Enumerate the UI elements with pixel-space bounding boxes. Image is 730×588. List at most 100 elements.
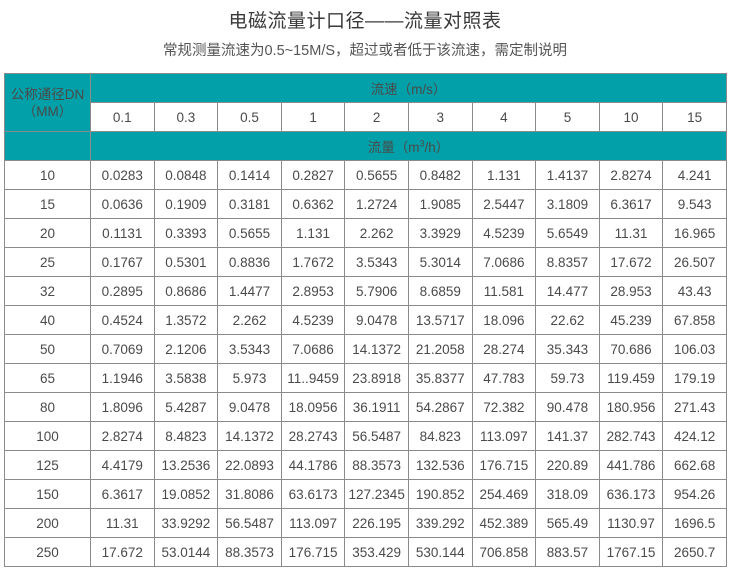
table-row: 25 0.1767 0.5301 0.8836 1.7672 3.5343 5.3014 7.…: [4, 247, 727, 277]
flow-value-cell: 88.3573: [217, 537, 282, 567]
dn-value-cell: 10: [4, 160, 91, 190]
table-row: 65 1.1946 3.5838 5.973 11..9459 23.8918 35.837…: [4, 363, 727, 393]
dn-header-line2: （MM）: [22, 103, 73, 119]
flow-value-cell: 0.5655: [344, 160, 409, 190]
table-row: 50 0.7069 2.1206 3.5343 7.0686 14.1372 21.2058…: [4, 334, 727, 364]
flow-value-cell: 5.6549: [535, 218, 600, 248]
flow-value-cell: 18.0956: [280, 392, 346, 422]
flow-value-cell: 271.43: [662, 392, 727, 422]
flow-value-cell: 1.9085: [407, 189, 473, 219]
flow-value-cell: 2.8274: [90, 421, 155, 451]
flow-value-cell: 0.0848: [153, 160, 219, 190]
flow-row-spacer: [4, 131, 91, 161]
table-row: 80 1.8096 5.4287 9.0478 18.0956 36.1911 54.286…: [4, 392, 727, 422]
flow-value-cell: 35.8377: [407, 363, 473, 393]
flow-value-cell: 424.12: [662, 421, 727, 451]
flow-value-cell: 452.389: [471, 508, 537, 538]
flow-value-cell: 63.6173: [280, 479, 346, 509]
flow-value-cell: 1696.5: [662, 508, 727, 538]
flow-value-cell: 9.0478: [217, 392, 282, 422]
dn-value-cell: 32: [4, 276, 91, 306]
flow-group-row: 流量（m3/h）: [4, 131, 727, 161]
dn-value-cell: 25: [4, 247, 91, 277]
flow-value-cell: 226.195: [344, 508, 409, 538]
flow-value-cell: 1.7672: [280, 247, 346, 277]
flow-value-cell: 0.5301: [153, 247, 219, 277]
flow-value-cell: 4.5239: [280, 305, 346, 335]
flow-value-cell: 0.5655: [217, 218, 282, 248]
flow-value-cell: 11.31: [598, 218, 664, 248]
flow-value-cell: 127.2345: [344, 479, 409, 509]
flow-value-cell: 0.2827: [280, 160, 346, 190]
flow-value-cell: 17.672: [90, 537, 155, 567]
flow-value-cell: 5.4287: [153, 392, 219, 422]
flow-value-cell: 0.6362: [280, 189, 346, 219]
flow-value-cell: 16.965: [662, 218, 727, 248]
flow-value-cell: 56.5487: [217, 508, 282, 538]
flow-value-cell: 282.743: [598, 421, 664, 451]
table-row: 250 17.672 53.0144 88.3573 176.715 353.429 530…: [4, 537, 727, 567]
flow-value-cell: 53.0144: [153, 537, 219, 567]
flow-value-cell: 14.1372: [217, 421, 282, 451]
flow-value-cell: 3.5343: [217, 334, 282, 364]
flow-value-cell: 2.5447: [471, 189, 537, 219]
flow-value-cell: 28.274: [471, 334, 537, 364]
flow-value-cell: 190.852: [407, 479, 473, 509]
flow-value-cell: 8.4823: [153, 421, 219, 451]
flow-value-cell: 21.2058: [407, 334, 473, 364]
flow-value-cell: 0.8836: [217, 247, 282, 277]
table-row: 15 0.0636 0.1909 0.3181 0.6362 1.2724 1.9085 2.…: [4, 189, 727, 219]
flow-value-cell: 113.097: [280, 508, 346, 538]
table-row: 10 0.0283 0.0848 0.1414 0.2827 0.5655 0.8482 1.…: [4, 160, 727, 190]
dn-value-cell: 80: [4, 392, 91, 422]
flow-value-cell: 132.536: [407, 450, 473, 480]
flow-value-cell: 18.096: [471, 305, 537, 335]
flow-value-cell: 0.7069: [90, 334, 155, 364]
dn-value-cell: 20: [4, 218, 91, 248]
velocity-columns-row: 0.1 0.3 0.5 1 2 3 4 5 10 15: [5, 102, 727, 132]
dn-header-line1: 公称通径DN: [10, 86, 85, 102]
flow-value-cell: 180.956: [598, 392, 664, 422]
velocity-column-header: 0.3: [153, 102, 219, 132]
flow-value-cell: 883.57: [535, 537, 600, 567]
flow-value-cell: 0.3181: [217, 189, 282, 219]
flow-label-suffix: /h）: [424, 140, 450, 155]
flow-value-cell: 353.429: [344, 537, 409, 567]
table-row: 32 0.2895 0.8686 1.4477 2.8953 5.7906 8.6859 11…: [4, 276, 727, 306]
flow-value-cell: 47.783: [471, 363, 537, 393]
flow-value-cell: 3.5343: [344, 247, 409, 277]
flow-value-cell: 45.239: [598, 305, 664, 335]
flow-value-cell: 13.5717: [407, 305, 473, 335]
flow-value-cell: 441.786: [598, 450, 664, 480]
table-row: 125 4.4179 13.2536 22.0893 44.1786 88.3573 132…: [4, 450, 727, 480]
flow-value-cell: 88.3573: [344, 450, 409, 480]
flow-value-cell: 0.8686: [153, 276, 219, 306]
dn-value-cell: 250: [4, 537, 91, 567]
flow-value-cell: 1.4137: [535, 160, 600, 190]
flow-value-cell: 44.1786: [280, 450, 346, 480]
flow-value-cell: 2.262: [217, 305, 282, 335]
velocity-column-header: 1: [280, 102, 346, 132]
velocity-column-header: 0.5: [217, 102, 282, 132]
dn-value-cell: 100: [4, 421, 91, 451]
flow-value-cell: 13.2536: [153, 450, 219, 480]
flow-value-cell: 28.2743: [280, 421, 346, 451]
flow-value-cell: 7.0686: [280, 334, 346, 364]
flow-value-cell: 339.292: [407, 508, 473, 538]
flow-value-cell: 565.49: [535, 508, 600, 538]
flow-value-cell: 119.459: [598, 363, 664, 393]
flow-value-cell: 1.8096: [90, 392, 155, 422]
velocity-column-header: 10: [598, 102, 664, 132]
table-body: 10 0.0283 0.0848 0.1414 0.2827 0.5655 0.8482 1.…: [4, 160, 727, 567]
flow-value-cell: 2.1206: [153, 334, 219, 364]
flow-value-cell: 35.343: [535, 334, 600, 364]
flow-value-cell: 8.8357: [535, 247, 600, 277]
flow-value-cell: 220.89: [535, 450, 600, 480]
flow-value-cell: 17.672: [598, 247, 664, 277]
flow-value-cell: 0.4524: [90, 305, 155, 335]
flow-value-cell: 9.543: [662, 189, 727, 219]
flow-value-cell: 1767.15: [598, 537, 664, 567]
flow-value-cell: 0.1909: [153, 189, 219, 219]
flow-value-cell: 1.131: [471, 160, 537, 190]
velocity-column-header: 2: [344, 102, 409, 132]
